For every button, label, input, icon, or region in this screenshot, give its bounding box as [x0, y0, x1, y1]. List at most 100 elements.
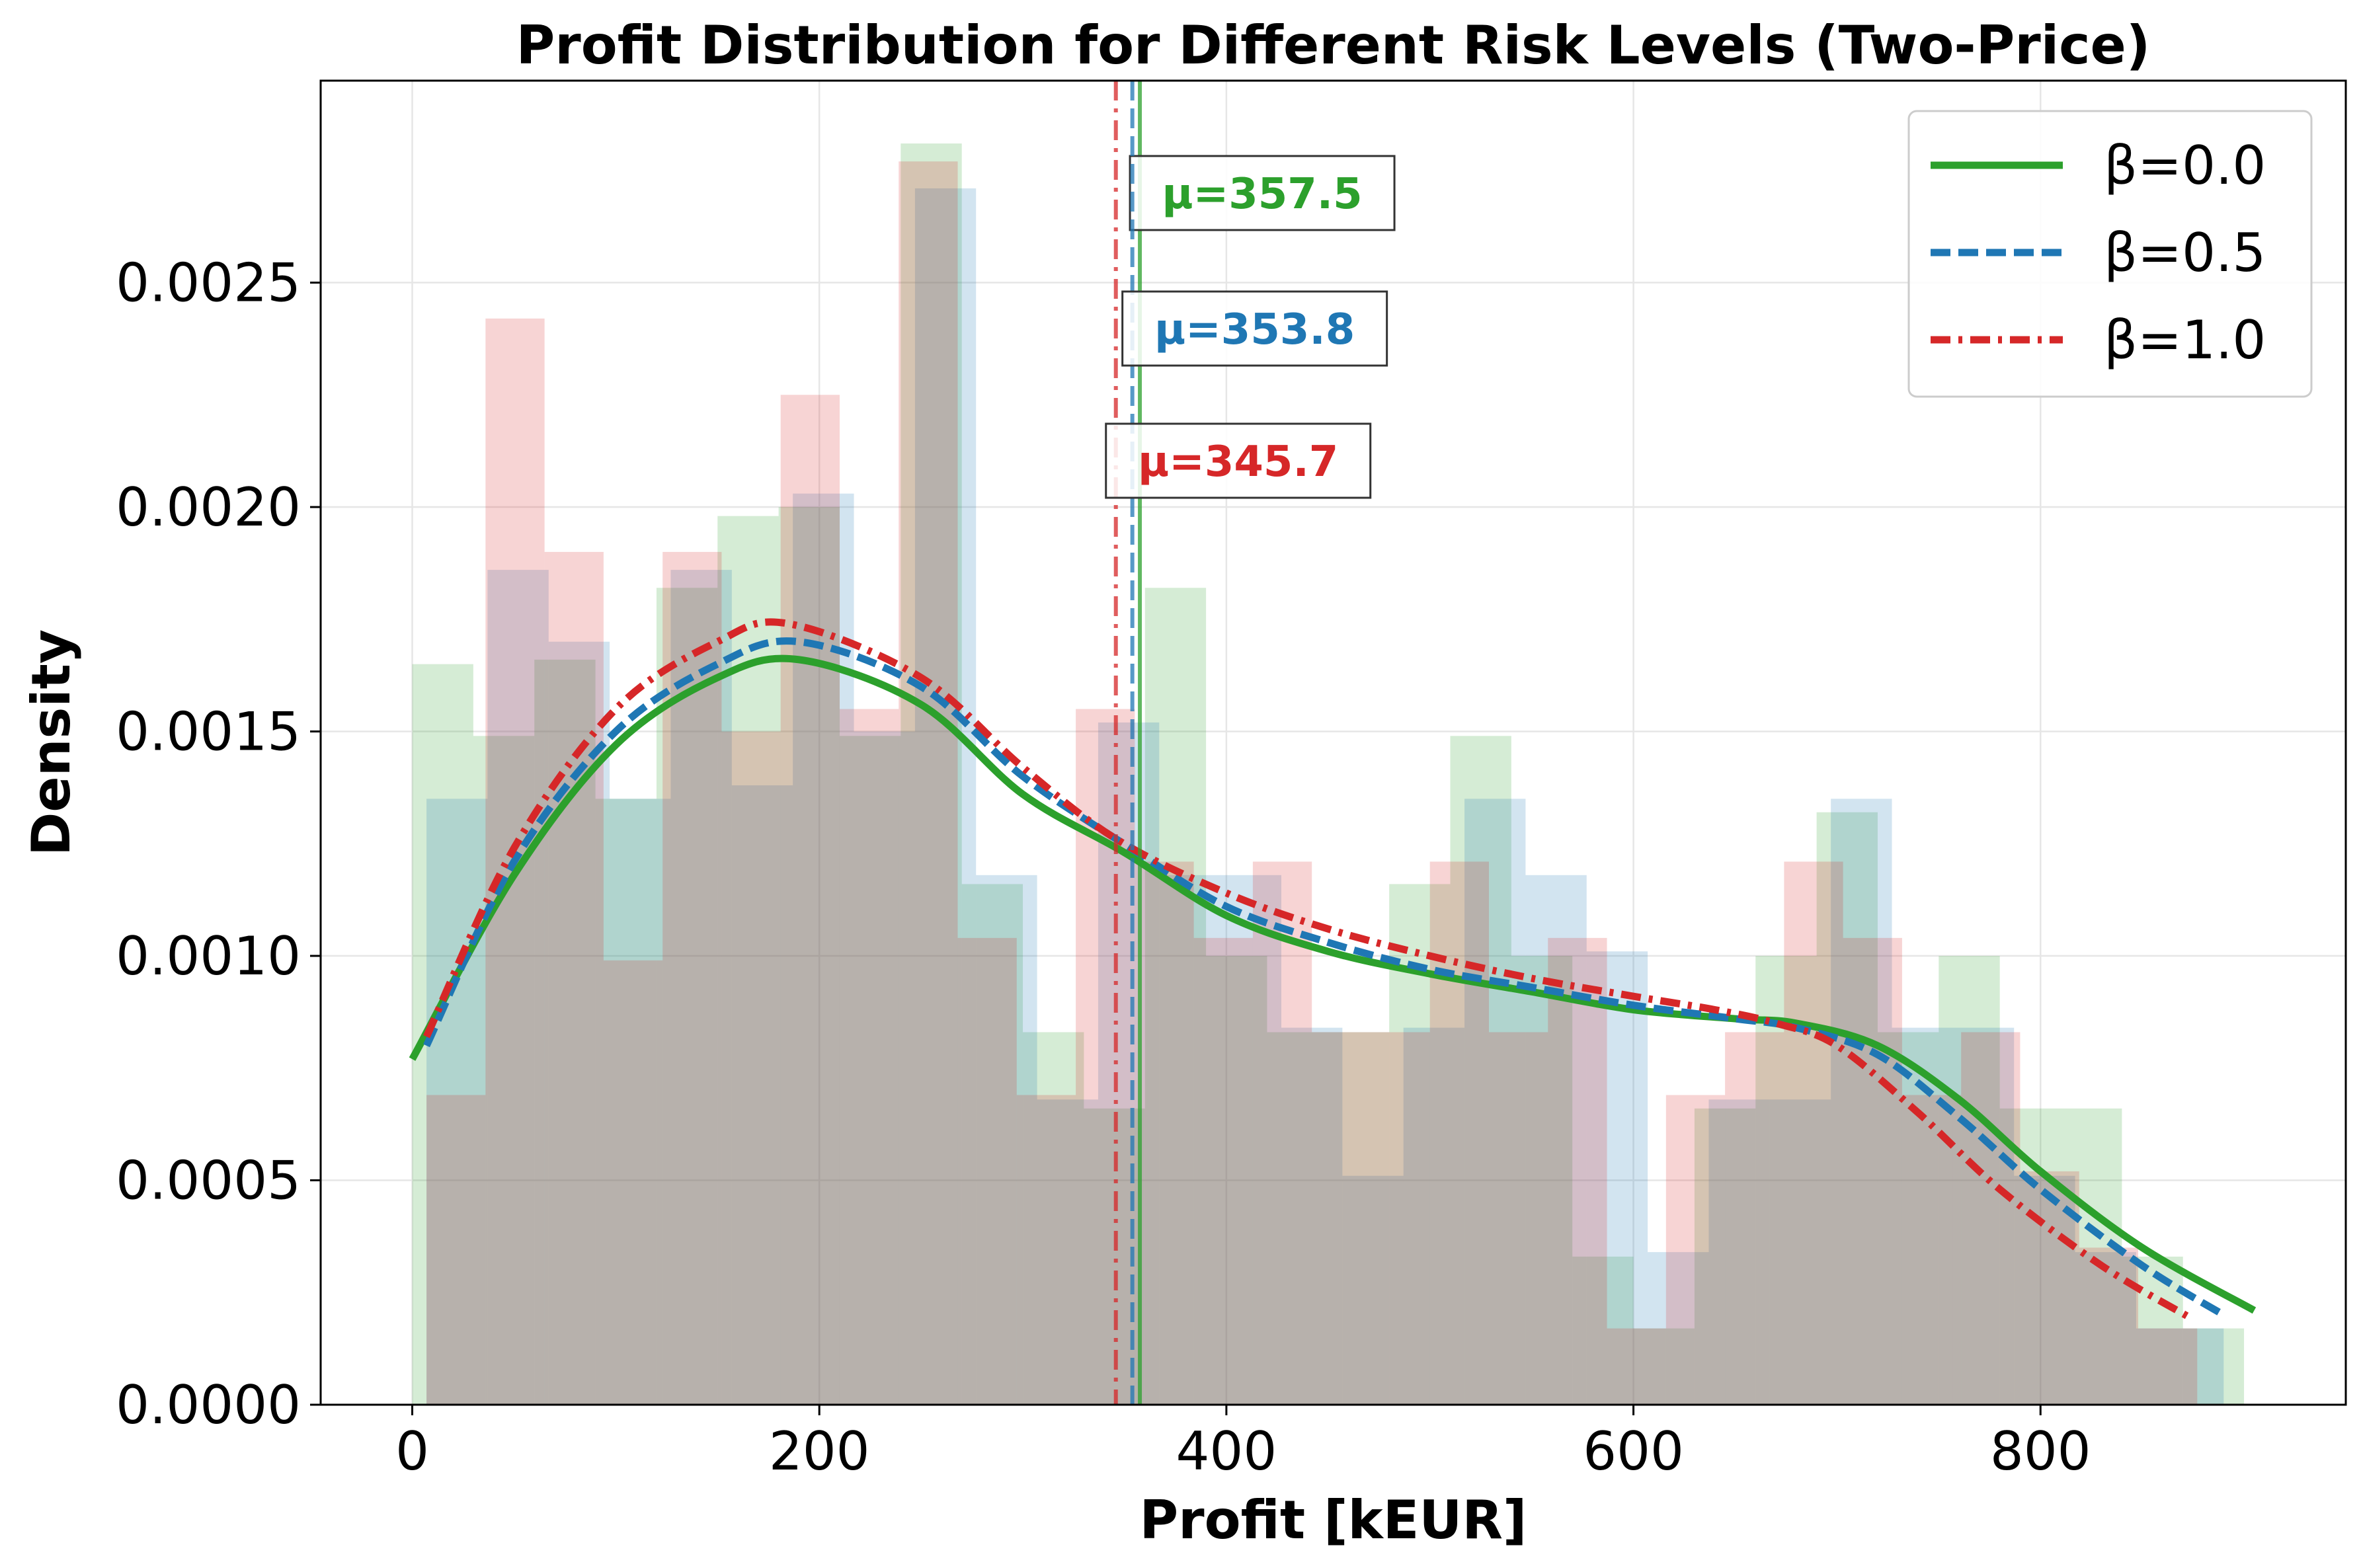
- mean-label-box: [1105, 422, 1372, 499]
- mean-lines: μ=357.5 μ=353.8 μ=345.7: [1105, 81, 1396, 1405]
- histogram-bar: [1665, 1095, 1726, 1405]
- histogram-bar: [1016, 1095, 1076, 1405]
- histogram-bar: [780, 395, 840, 1405]
- histogram-bar: [1371, 1032, 1430, 1405]
- y-tick-label: 0.0025: [116, 253, 301, 314]
- histogram-bar: [1342, 1175, 1404, 1405]
- mean-label: μ=345.7: [1138, 438, 1338, 487]
- legend-label: β=1.0: [2104, 309, 2266, 371]
- histogram-bar: [1784, 861, 1843, 1405]
- legend: β=0.0 β=0.5 β=1.0: [1907, 110, 2313, 398]
- histogram-bar: [1607, 1328, 1666, 1405]
- histogram-bar: [1511, 956, 1573, 1405]
- kde-curves: [409, 618, 2257, 1323]
- kde-curve: [423, 637, 2226, 1318]
- histogram-bar: [1633, 1328, 1695, 1405]
- x-axis-label: Profit [kEUR]: [1140, 1489, 1527, 1551]
- histogram-bar: [1961, 1032, 2021, 1405]
- chart-title: Profit Distribution for Different Risk L…: [516, 15, 2151, 76]
- histogram-bar: [473, 736, 535, 1405]
- legend-label: β=0.0: [2104, 135, 2266, 196]
- histogram-bar: [426, 1095, 486, 1405]
- y-tick-label: 0.0020: [116, 477, 301, 538]
- histogram-bar: [731, 785, 793, 1405]
- histogram-bar: [1193, 937, 1253, 1405]
- histogram-bar: [1267, 1032, 1328, 1405]
- axis-ticks: 0 200 400 600 800 0.0000 0.0005 0.0010 0.0015 0.0…: [116, 253, 2091, 1482]
- histogram-bar: [610, 799, 671, 1405]
- histogram-bar: [1220, 875, 1282, 1405]
- histogram-bar: [2136, 1328, 2198, 1405]
- histogram-bar: [1144, 588, 1207, 1405]
- histogram-bar: [1488, 1032, 1548, 1405]
- histogram-bar: [2014, 1175, 2075, 1405]
- histogram-bar: [900, 143, 962, 1405]
- histogram-bar: [1037, 1099, 1098, 1405]
- histogram-bar: [839, 709, 899, 1405]
- histogram-bar: [1464, 799, 1526, 1405]
- histogram-bar: [1076, 709, 1135, 1405]
- kde-curve: [423, 618, 2195, 1323]
- histogram-bar: [1572, 1256, 1634, 1405]
- histogram-bar: [2182, 1328, 2245, 1405]
- histogram-bar: [544, 551, 604, 1405]
- histogram-bar: [487, 570, 549, 1405]
- histogram-bar: [656, 588, 718, 1405]
- histogram-bar: [1252, 861, 1312, 1405]
- x-tick-label: 200: [769, 1421, 870, 1482]
- histogram-bar: [1159, 875, 1221, 1405]
- x-tick-label: 600: [1583, 1421, 1684, 1482]
- histogram-bar: [1843, 937, 1902, 1405]
- y-tick-label: 0.0015: [116, 701, 301, 763]
- histogram-bar: [839, 736, 901, 1405]
- histogram-bar: [1312, 1032, 1371, 1405]
- mean-label-box: [1121, 290, 1388, 367]
- histogram-bar: [1725, 1032, 1784, 1405]
- y-tick-label: 0.0010: [116, 925, 301, 987]
- histogram-bar: [1328, 1032, 1390, 1405]
- histogram-bar: [1694, 1108, 1756, 1405]
- x-tick-label: 800: [1990, 1421, 2091, 1482]
- histogram-bar: [1952, 1027, 2015, 1405]
- histogram-bar: [899, 161, 958, 1405]
- histogram-bar: [1816, 812, 1878, 1405]
- histogram-bar: [2138, 1328, 2198, 1405]
- histogram-bar: [854, 731, 915, 1405]
- histogram-bar: [1586, 951, 1648, 1405]
- histogram-bar: [1135, 861, 1194, 1405]
- x-tick-label: 0: [395, 1421, 429, 1482]
- histogram-bar: [2061, 1108, 2122, 1405]
- histogram-bar: [670, 570, 732, 1405]
- histogram-bar: [2020, 1171, 2079, 1405]
- histogram-bar: [914, 188, 977, 1405]
- kde-curve: [409, 654, 2257, 1314]
- histogram-bar: [603, 960, 663, 1405]
- histogram-bar: [1708, 1099, 1770, 1405]
- histogram-bar: [426, 799, 488, 1405]
- plot-frame: [319, 79, 2347, 1406]
- histogram-bar: [1999, 1108, 2061, 1405]
- histogram-bar: [976, 875, 1037, 1405]
- histogram-bar: [1023, 1032, 1084, 1405]
- y-axis-label: Density: [20, 629, 82, 856]
- legend-box: [1907, 110, 2313, 398]
- histogram-bar: [957, 937, 1017, 1405]
- histogram-bar: [1769, 1099, 1831, 1405]
- legend-label: β=0.5: [2104, 222, 2266, 284]
- y-tick-label: 0.0005: [116, 1150, 301, 1212]
- histogram-bar: [1281, 1027, 1343, 1405]
- histogram-bar: [595, 799, 657, 1405]
- mean-label-box: [1129, 155, 1396, 231]
- histogram-bar: [1525, 875, 1587, 1405]
- mean-label: μ=357.5: [1162, 170, 1362, 219]
- histogram-bar: [1450, 736, 1511, 1405]
- histogram-bar: [1831, 799, 1892, 1405]
- x-tick-label: 400: [1176, 1421, 1277, 1482]
- histogram-bar: [721, 731, 781, 1405]
- histogram-bar: [961, 884, 1023, 1405]
- histogram-bar: [1648, 1252, 1709, 1405]
- histogram-bar: [1429, 861, 1489, 1405]
- histogram-bar: [1548, 937, 1607, 1405]
